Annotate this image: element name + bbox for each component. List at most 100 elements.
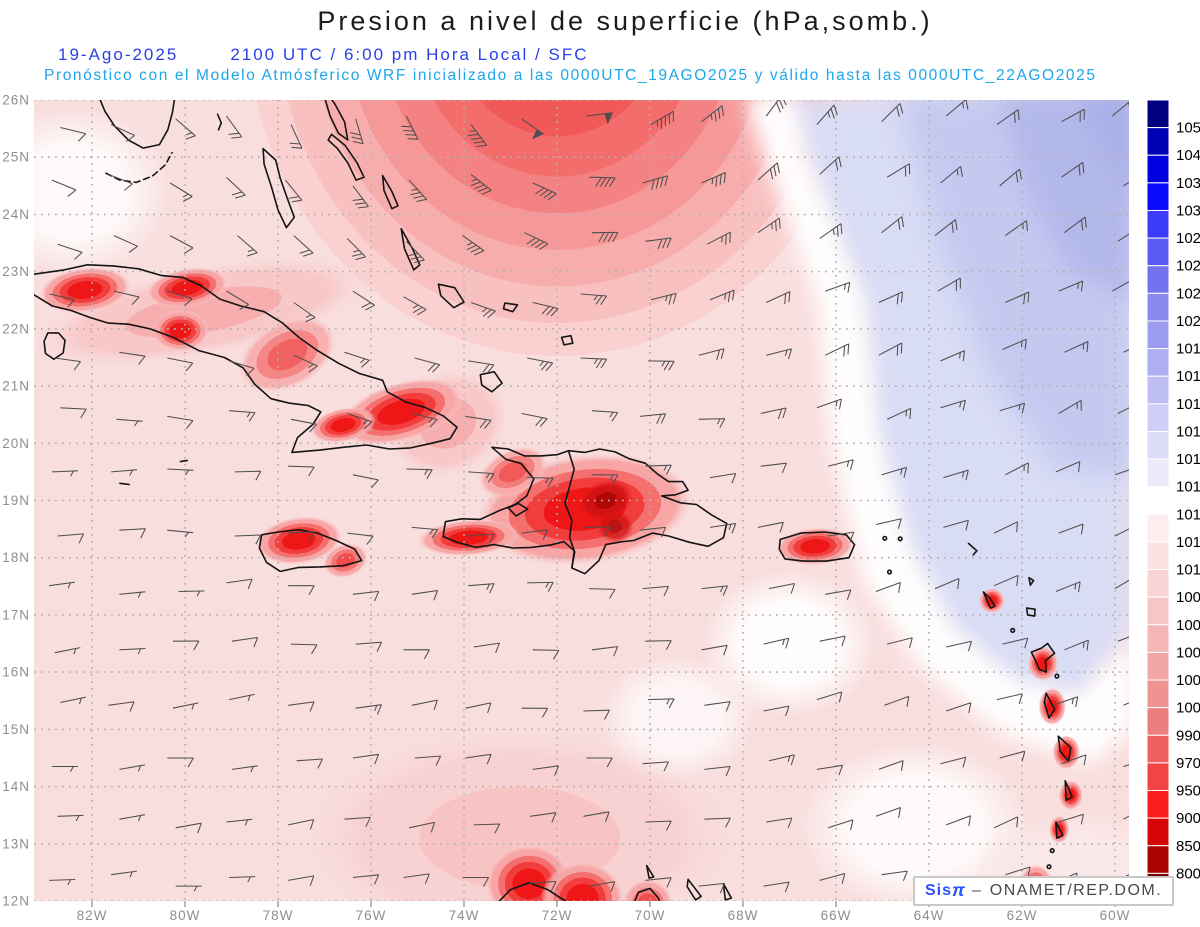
wind-barb [355,704,382,715]
colorbar-cell [1146,99,1170,129]
wind-barb [589,176,616,188]
island-turks [560,334,574,346]
wind-barb [119,528,146,539]
colorbar-cell [1146,762,1170,792]
wind-barb [108,173,133,191]
wind-barb [1058,399,1082,414]
colorbar-label: 1050 [1176,120,1200,137]
colorbar-cell [1146,265,1170,294]
island-cuba [34,264,458,454]
wind-barb [645,640,672,651]
island-cat-island [381,174,399,210]
colorbar-cell [1146,541,1170,571]
wind-barb [52,765,78,772]
colorbar-cell [1146,679,1170,709]
wind-barb [650,110,674,129]
wind-barb [57,814,84,822]
colorbar-label: 1015 [1176,451,1200,468]
wind-barb [881,466,908,478]
wind-barb [532,765,560,776]
wind-barb [591,231,619,242]
lat-label: 26N [2,93,30,108]
lat-label: 18N [2,550,30,565]
wind-barb [1117,407,1129,414]
colorbar-label: 1028 [1176,230,1200,247]
lat-label: 12N [2,894,30,909]
wind-barb [878,760,904,771]
wind-barb [875,518,902,529]
wind-barb [405,240,425,264]
wind-barb [884,695,910,707]
wind-barb [226,578,253,590]
wind-barb [993,574,1019,587]
island-inagua [479,371,503,393]
wind-barb [648,360,675,371]
colorbar-cell [1146,569,1170,598]
wind-barb [819,156,842,175]
island-guajira-coast [498,881,568,901]
island-isla-juventud [43,332,66,360]
wind-barb [293,302,316,323]
wind-barb [1123,874,1129,878]
colorbar-cell [1146,707,1170,736]
lat-label: 19N [2,493,30,508]
wind-barb [289,124,303,149]
wind-barb [468,471,495,483]
wind-barb [1114,469,1129,476]
colorbar-label: 1000 [1176,700,1200,717]
wind-barb [226,290,249,311]
wind-barb [1123,702,1129,706]
wind-barb [943,519,969,531]
wind-barb [1061,108,1085,123]
coastlines [34,100,1073,901]
wind-barb [1117,636,1129,642]
wind-barb [704,701,731,712]
colorbar-label: 1018 [1176,368,1200,385]
wind-barb [757,521,784,533]
wind-barb [698,418,726,429]
wind-barb [993,816,1019,829]
lon-label: 70W [635,908,666,923]
lon-label: 82W [77,908,108,923]
wind-barb [178,590,205,597]
colorbar-label: 950 [1176,783,1200,800]
wind-barb [757,217,781,234]
colorbar-cell [1146,596,1170,626]
colorbar-label: 1020 [1176,313,1200,330]
wind-barb [521,412,548,427]
lon-label: 62W [1007,908,1038,923]
colorbar-cell [1146,486,1170,515]
lon-label: 74W [449,908,480,923]
wind-barb [763,637,790,649]
wind-barb [411,699,438,711]
wind-barb [473,823,501,834]
island-jamaica [258,528,363,573]
wind-barb [403,296,427,316]
wind-barb [945,100,969,117]
wind-barb [527,581,554,592]
lon-label: 64W [914,908,945,923]
lat-label: 25N [2,150,30,165]
wind-barb [878,342,903,356]
wind-barb [169,235,194,254]
island-puerto-rico [778,531,856,562]
wind-barb [1064,341,1089,353]
wind-barb [527,477,554,488]
colorbar-cell [1146,127,1170,156]
colorbar-cell [1146,790,1170,819]
wind-barb [766,817,793,828]
wind-barb [414,357,441,373]
colorbar-cell [1146,320,1170,350]
wind-barb [352,290,375,311]
island-st-kitts-nevis [982,591,996,609]
wind-barb [468,360,495,374]
wind-barb [51,470,79,477]
colorbar-label: 990 [1176,727,1200,744]
wind-barb [108,701,135,712]
island-gonave [507,502,529,517]
wind-barb [225,115,243,139]
island-andros [262,147,296,229]
island-hispaniola [442,446,728,575]
wind-barb [411,526,439,539]
colorbar-cell [1146,624,1170,653]
